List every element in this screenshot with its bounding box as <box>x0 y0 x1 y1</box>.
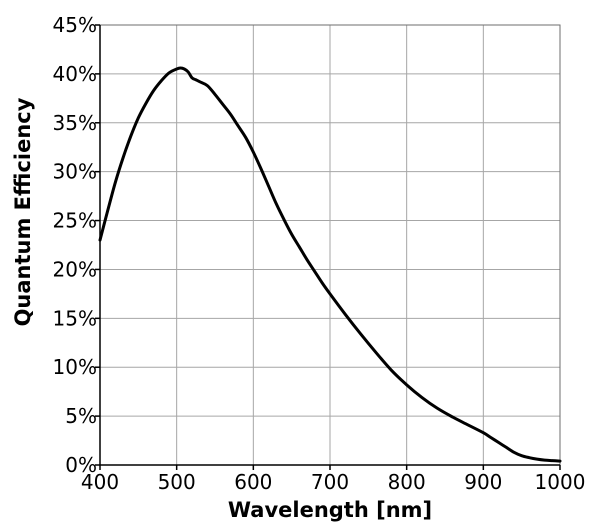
y-tick-label: 20% <box>53 257 97 281</box>
x-tick-label: 400 <box>81 470 119 494</box>
y-tick-label: 10% <box>53 355 97 379</box>
x-tick-label: 700 <box>311 470 349 494</box>
y-tick-label: 30% <box>53 160 97 184</box>
x-tick-label: 600 <box>234 470 272 494</box>
y-tick-label: 5% <box>65 404 97 428</box>
ticks <box>95 24 561 470</box>
x-tick-label: 900 <box>464 470 502 494</box>
quantum-efficiency-line <box>98 66 562 463</box>
y-tick-label: 15% <box>53 306 97 330</box>
y-tick-label: 45% <box>53 13 97 37</box>
y-tick-label: 35% <box>53 111 97 135</box>
y-tick-label: 0% <box>65 453 97 477</box>
x-tick-label: 800 <box>388 470 426 494</box>
grid <box>100 25 560 465</box>
y-tick-label: 25% <box>53 209 97 233</box>
x-axis-title: Wavelength [nm] <box>228 498 432 522</box>
y-tick-label: 40% <box>53 62 97 86</box>
x-tick-label: 1000 <box>535 470 586 494</box>
y-axis-title: Quantum Efficiency <box>11 97 35 326</box>
x-tick-labels: 400 500 600 700 800 900 1000 <box>81 470 586 494</box>
y-tick-labels: 0% 5% 10% 15% 20% 25% 30% 35% 40% 45% <box>53 13 97 477</box>
x-tick-label: 500 <box>158 470 196 494</box>
series-layer <box>98 66 562 463</box>
